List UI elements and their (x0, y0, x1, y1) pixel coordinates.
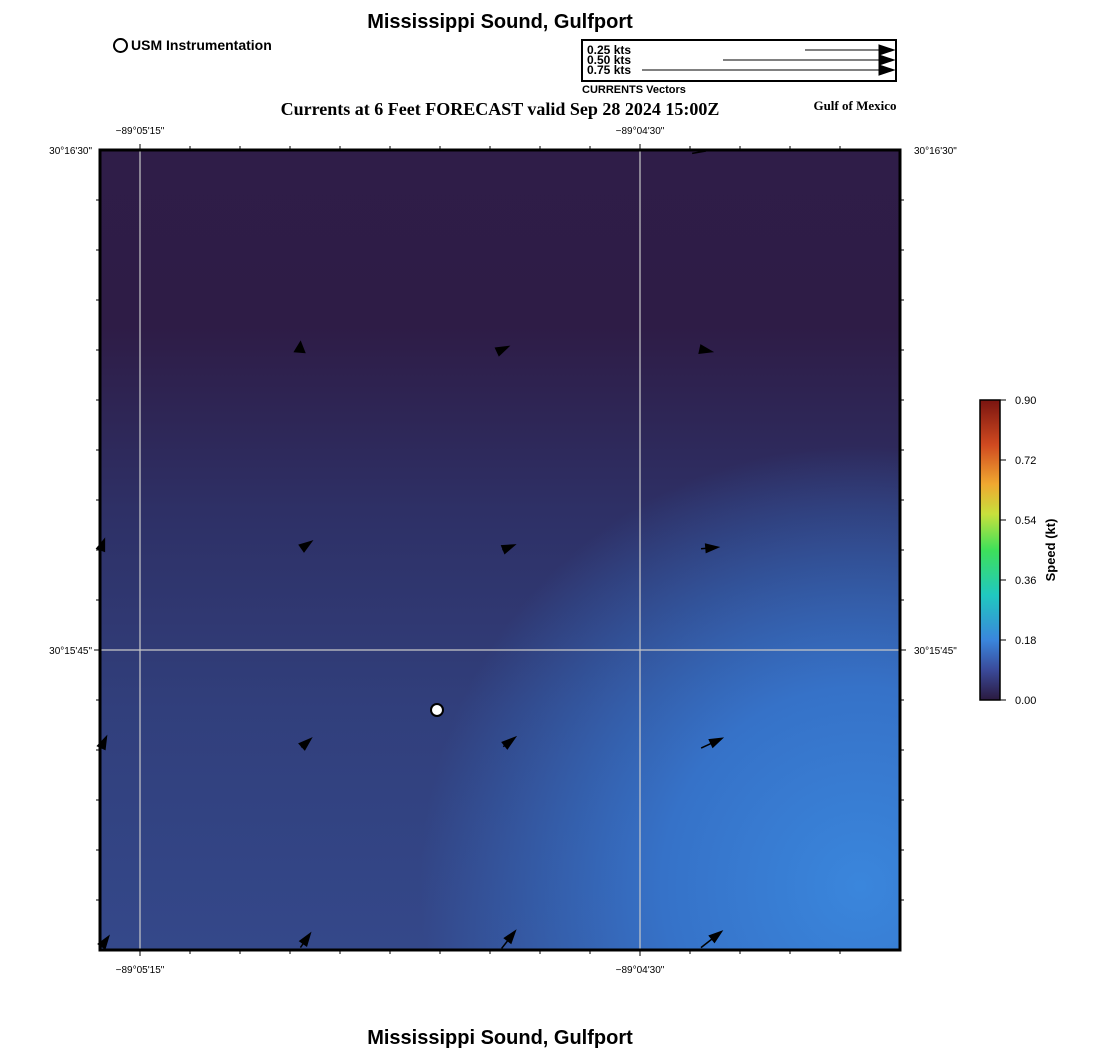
footer-title: Mississippi Sound, Gulfport (367, 1027, 633, 1049)
colorbar-tick-label: 0.90 (1015, 395, 1036, 407)
x-top-label-1: −89°05'15" (116, 126, 165, 137)
current-vectors (95, 150, 725, 950)
current-vector (298, 540, 314, 553)
graticule (100, 150, 900, 950)
vector-scale-arrows (642, 44, 895, 76)
x-bottom-label-2: −89°04'30" (616, 965, 665, 976)
vector-scale-label-3: 0.75 kts (587, 63, 632, 77)
current-vector (501, 929, 517, 949)
y-left-label-1: 30°16'30" (49, 146, 92, 157)
current-vector (298, 931, 312, 948)
colorbar-tick-label: 0.36 (1015, 575, 1036, 587)
vector-scale-label-1: 0.25 kts (587, 43, 632, 57)
colorbar-tick-label: 0.18 (1015, 635, 1036, 647)
current-vector (698, 344, 715, 354)
current-vector (700, 737, 725, 749)
current-vector (691, 150, 707, 155)
vector-caption: CURRENTS Vectors (582, 84, 686, 96)
current-vector (494, 345, 511, 357)
current-vector (501, 735, 518, 750)
current-vector (500, 544, 517, 555)
region-label: Gulf of Mexico (813, 98, 897, 113)
map-title: Mississippi Sound, Gulfport (367, 11, 633, 33)
colorbar-label: Speed (kt) (1043, 519, 1058, 582)
x-top-label-2: −89°04'30" (616, 126, 665, 137)
vector-scale-arrowhead-2 (878, 54, 895, 66)
forecast-subtitle: Currents at 6 Feet FORECAST valid Sep 28… (280, 99, 720, 119)
station-marker-icon (113, 37, 128, 53)
colorbar (979, 399, 1001, 701)
current-vector (97, 934, 110, 950)
current-vector (96, 734, 108, 751)
current-vector (293, 340, 306, 354)
colorbar-tick-label: 0.54 (1015, 515, 1036, 527)
current-vector (298, 737, 313, 751)
usm-station-marker[interactable] (430, 703, 444, 717)
vector-scale-arrowhead-3 (878, 64, 895, 76)
current-vector (700, 543, 721, 554)
vector-scale-legend: 0.25 kts 0.50 kts 0.75 kts (581, 39, 897, 82)
station-legend: USM Instrumentation (113, 37, 272, 53)
y-right-label-1: 30°16'30" (914, 146, 957, 157)
current-vector (700, 930, 724, 949)
frame-ticks (94, 144, 906, 956)
station-legend-label: USM Instrumentation (131, 37, 272, 53)
y-left-label-2: 30°15'45" (49, 646, 92, 657)
current-vector (95, 537, 106, 553)
colorbar-tick-label: 0.72 (1015, 455, 1036, 467)
colorbar-tick-label: 0.00 (1015, 695, 1036, 707)
speed-field-high-region (100, 150, 900, 950)
vector-scale-arrowhead-1 (878, 44, 895, 56)
y-right-label-2: 30°15'45" (914, 646, 957, 657)
vector-scale-label-2: 0.50 kts (587, 53, 632, 67)
x-bottom-label-1: −89°05'15" (116, 965, 165, 976)
